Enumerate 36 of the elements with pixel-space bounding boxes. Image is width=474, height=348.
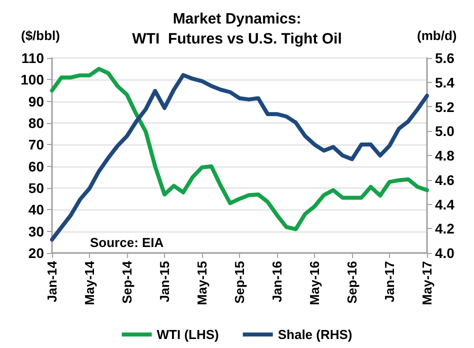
y2-tick-label: 5.6 — [435, 50, 455, 66]
y-tick-label: 90 — [28, 93, 44, 110]
legend-label: WTI (LHS) — [156, 327, 219, 342]
chart-title: Market Dynamics: WTI Futures vs U.S. Tight Oil — [132, 10, 342, 48]
y-tick-label: 30 — [28, 223, 44, 240]
y-tick-label: 110 — [21, 50, 44, 66]
y-tick-label: 50 — [28, 180, 44, 196]
x-tick-label: May-14 — [82, 260, 97, 306]
y-axis-title: ($/bbl) — [21, 28, 60, 43]
y2-tick-label: 5.0 — [435, 123, 455, 140]
legend-label: Shale (RHS) — [278, 327, 352, 342]
y2-tick-label: 5.2 — [435, 98, 455, 115]
x-tick-label: Jan-15 — [157, 261, 172, 302]
x-tick-label: Jan-16 — [270, 261, 284, 302]
x-tick-label: May-16 — [307, 261, 322, 306]
x-tick-label: Sep-15 — [232, 261, 247, 304]
y2-tick-label: 4.4 — [435, 196, 455, 212]
y2-tick-label: 5.4 — [435, 74, 455, 90]
y-tick-label: 60 — [28, 158, 44, 174]
y-tick-label: 40 — [28, 202, 44, 218]
y-tick-label: 70 — [28, 136, 44, 153]
x-tick-label: Jan-14 — [44, 260, 60, 302]
y-tick-label: 100 — [20, 72, 44, 88]
x-tick-label: May-17 — [420, 261, 434, 306]
x-tick-label: Sep-16 — [344, 261, 360, 304]
x-tick-label: Jan-17 — [382, 261, 397, 302]
y2-axis-title: (mb/d) — [417, 28, 457, 43]
y2-tick-label: 4.6 — [435, 172, 455, 188]
x-tick-label: May-15 — [194, 261, 210, 306]
y2-tick-label: 4.8 — [435, 148, 455, 164]
x-tick-label: Sep-14 — [120, 260, 134, 304]
y-tick-label: 20 — [28, 245, 44, 261]
annotation: Source: EIA — [90, 235, 164, 250]
y2-tick-label: 4.2 — [435, 220, 455, 237]
y2-tick-label: 4.0 — [435, 245, 455, 261]
y-tick-label: 80 — [28, 115, 44, 131]
